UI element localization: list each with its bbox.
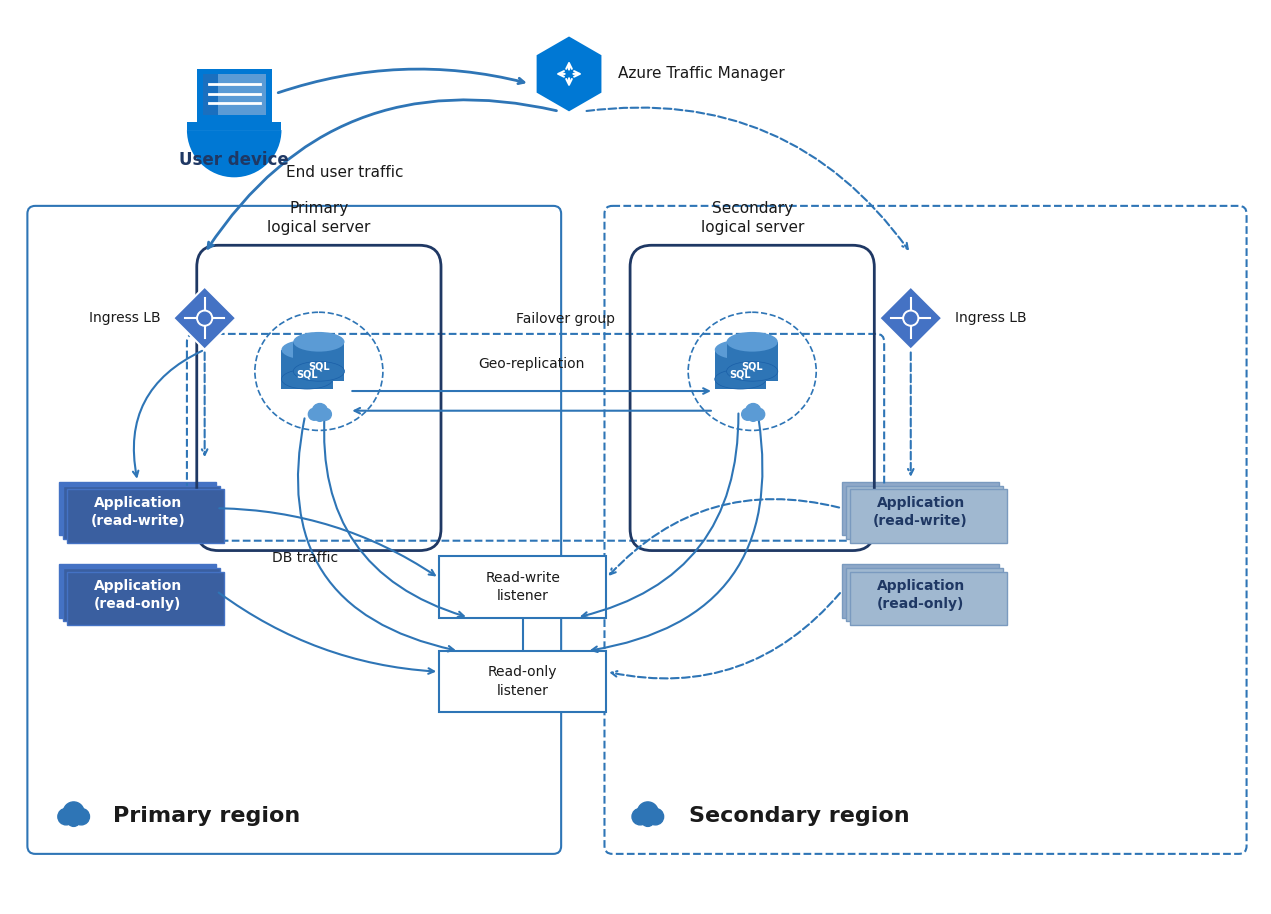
Bar [67, 490, 225, 543]
Text: SQL: SQL [296, 369, 318, 379]
Text: Secondary
logical server: Secondary logical server [700, 200, 803, 236]
Text: User device: User device [179, 151, 289, 169]
Bar [58, 564, 216, 618]
Bar [850, 490, 1007, 543]
Bar [438, 651, 606, 712]
Bar [727, 342, 778, 381]
Text: Application
(read-write): Application (read-write) [90, 496, 186, 528]
Text: SQL: SQL [741, 361, 763, 371]
Circle shape [197, 310, 212, 326]
Text: Ingress LB: Ingress LB [89, 311, 160, 325]
Text: SQL: SQL [308, 361, 329, 371]
Circle shape [742, 409, 754, 420]
Bar [841, 564, 999, 618]
Bar [62, 485, 220, 538]
Bar [294, 342, 344, 381]
Text: Primary
logical server: Primary logical server [267, 200, 371, 236]
Circle shape [638, 802, 658, 823]
Circle shape [746, 404, 761, 419]
Text: Application
(read-only): Application (read-only) [877, 579, 965, 611]
Ellipse shape [294, 332, 344, 352]
Bar [58, 482, 216, 535]
Ellipse shape [727, 361, 778, 381]
Polygon shape [173, 287, 236, 350]
Circle shape [58, 808, 74, 824]
Ellipse shape [281, 340, 333, 359]
Text: Application
(read-only): Application (read-only) [94, 579, 182, 611]
Ellipse shape [294, 361, 344, 381]
Bar [202, 74, 266, 115]
Bar [187, 122, 281, 130]
Circle shape [902, 310, 919, 326]
Text: End user traffic: End user traffic [286, 165, 403, 180]
Circle shape [309, 409, 320, 420]
Circle shape [67, 813, 80, 826]
Circle shape [72, 808, 89, 824]
Bar [67, 572, 225, 625]
Text: Read-only
listener: Read-only listener [488, 665, 558, 697]
Circle shape [647, 808, 663, 824]
Text: Geo-replication: Geo-replication [478, 357, 585, 371]
Bar [202, 74, 219, 115]
Bar [850, 572, 1007, 625]
Text: DB traffic: DB traffic [272, 551, 338, 566]
Bar [438, 557, 606, 618]
Circle shape [313, 404, 328, 419]
Circle shape [642, 813, 655, 826]
Polygon shape [880, 287, 942, 350]
Circle shape [319, 409, 332, 420]
Text: Read-write
listener: Read-write listener [486, 571, 561, 603]
Circle shape [64, 802, 84, 823]
Ellipse shape [727, 332, 778, 352]
Text: Application
(read-write): Application (read-write) [873, 496, 969, 528]
Text: SQL: SQL [730, 369, 751, 379]
Ellipse shape [714, 369, 766, 389]
Circle shape [752, 409, 765, 420]
Bar [62, 569, 220, 622]
Circle shape [905, 313, 916, 324]
Text: Secondary region: Secondary region [689, 806, 910, 826]
Wedge shape [187, 130, 281, 177]
Bar [714, 350, 766, 389]
Circle shape [198, 313, 211, 324]
Circle shape [632, 808, 648, 824]
Bar [197, 69, 272, 122]
Polygon shape [536, 37, 601, 112]
Text: Ingress LB: Ingress LB [955, 311, 1027, 325]
Bar [841, 482, 999, 535]
Text: Azure Traffic Manager: Azure Traffic Manager [618, 67, 785, 81]
Circle shape [315, 412, 324, 421]
Text: Failover group: Failover group [516, 312, 615, 326]
Ellipse shape [714, 340, 766, 359]
Ellipse shape [281, 369, 333, 389]
Bar [845, 485, 1003, 538]
Bar [281, 350, 333, 389]
Text: Primary region: Primary region [113, 806, 300, 826]
Circle shape [749, 412, 758, 421]
Bar [845, 569, 1003, 622]
